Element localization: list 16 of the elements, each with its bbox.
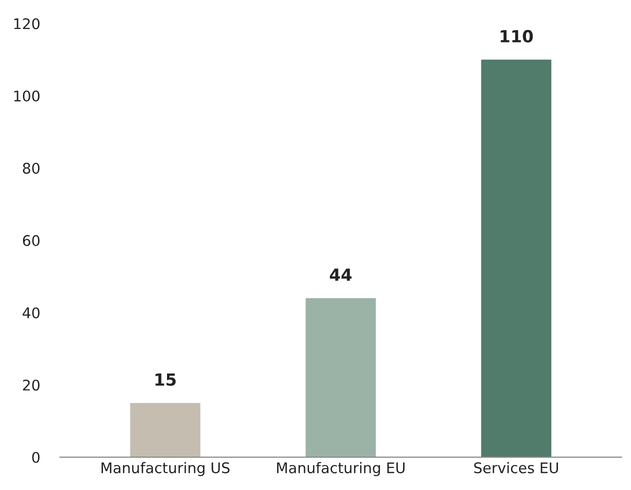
y-tick-label: 100: [14, 90, 40, 102]
x-tick-label: Manufacturing US: [102, 462, 230, 476]
bar: [481, 60, 552, 458]
y-tick-label: 60: [22, 235, 40, 246]
y-tick-label: 0: [32, 452, 40, 463]
bar: [306, 298, 376, 458]
y-tick-label: 40: [22, 307, 40, 318]
data-label: 110: [500, 30, 533, 43]
data-label: 15: [156, 373, 176, 386]
bar: [130, 402, 200, 458]
y-tick-label: 80: [22, 162, 40, 174]
y-tick-label: 20: [23, 380, 40, 391]
data-label: 44: [330, 268, 352, 281]
x-tick-label: Manufacturing EU: [277, 462, 405, 476]
y-tick-label: 120: [14, 18, 40, 30]
x-tick-label: Services EU: [474, 462, 558, 474]
